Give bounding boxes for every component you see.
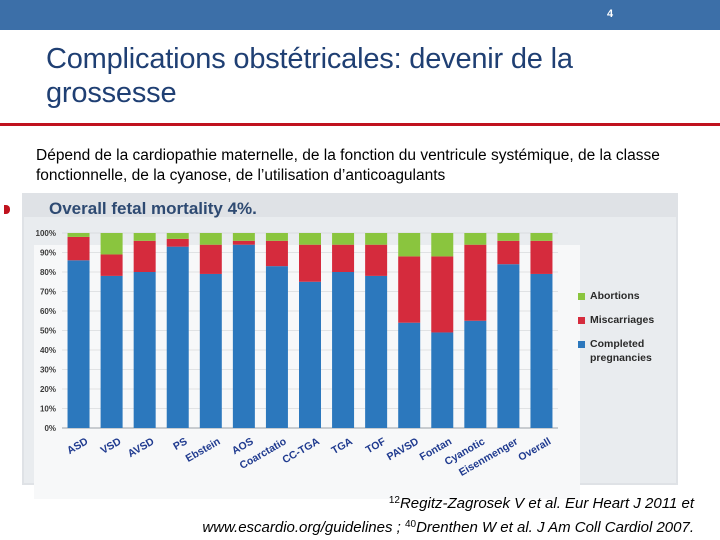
bar-segment [100,275,123,428]
x-category-label: Overall [516,435,553,463]
bar-segment [67,260,90,428]
reference-text-1: Regitz-Zagrosek V et al. Eur Heart J 201… [399,495,694,512]
bar-segment [365,244,388,276]
bar-segment [431,256,454,333]
bar-segment [530,273,553,428]
bar-segment [67,236,90,261]
y-tick-label: 70% [40,288,56,297]
bar-segment [232,233,255,241]
bullet-marker [4,205,10,214]
y-tick-label: 50% [40,327,56,336]
bar-segment [431,233,454,257]
bar-segment [530,233,553,241]
bar-segment [100,233,123,255]
x-category-label: CC-TGA [280,435,322,466]
bar-segment [464,320,487,428]
reference-superscript-1: 12 [388,495,400,506]
y-tick-label: 90% [40,249,56,258]
bar-segment [299,233,321,245]
bar-segment [199,233,222,245]
bar-segment [265,233,288,241]
title-divider [0,123,720,126]
y-tick-label: 30% [40,366,56,375]
y-tick-label: 80% [40,268,56,277]
y-tick-label: 20% [40,385,56,394]
bar-segment [398,322,421,428]
y-tick-label: 60% [40,307,56,316]
x-category-label: VSD [99,435,124,456]
bar-segment [166,238,189,247]
bar-segment [365,233,388,245]
y-tick-label: 0% [44,424,56,433]
reference-superscript-2: 40 [404,519,417,530]
x-category-label: Ebstein [184,435,223,464]
bar-segment [530,240,553,274]
x-category-label: AVSD [126,435,157,460]
legend-label: Completed pregnancies [590,338,652,364]
y-tick-label: 100% [36,229,56,238]
bar-segment [464,233,487,245]
bar-segment [100,254,123,276]
bar-segment [67,233,90,237]
top-bar: 4 [0,0,720,30]
chart-title: Overall fetal mortality 4%. [49,199,257,218]
x-category-label: TGA [330,435,356,457]
bar-segment [332,233,355,245]
y-tick-label: 10% [40,405,56,414]
reference-citation: 12Regitz-Zagrosek V et al. Eur Heart J 2… [100,490,694,538]
bar-segment [332,244,355,272]
legend-swatch [578,317,585,324]
legend-swatch [578,341,585,348]
bar-segment [232,244,255,428]
bar-segment [133,240,156,272]
bar-segment [464,244,487,321]
bar-segment [398,256,421,323]
bar-segment [232,240,255,245]
legend-swatch [578,293,585,300]
bar-segment [398,233,421,257]
slide-body-text: Dépend de la cardiopathie maternelle, de… [36,147,660,184]
bar-segment [497,233,520,241]
legend-label: Miscarriages [590,314,655,326]
reference-text-3: Drenthen W et al. J Am Coll Cardiol 2007… [416,519,694,536]
bar-segment [133,272,156,428]
bar-segment [133,233,156,241]
bar-segment [299,281,321,428]
bar-segment [431,332,454,428]
slide-title: Complications obstétricales: devenir de … [46,43,573,109]
legend-item: Completed pregnancies [578,337,676,365]
reference-text-2: www.escardio.org/guidelines ; [202,519,405,536]
bar-segment [265,240,288,267]
bar-segment [497,240,520,265]
legend-item: Abortions [578,289,676,303]
x-category-label: ASD [65,435,91,457]
y-tick-label: 40% [40,346,56,355]
slide-number: 4 [606,8,614,20]
x-category-label: PAVSD [385,435,421,463]
x-category-label: PS [171,435,189,452]
bar-segment [199,244,222,274]
bar-segment [332,272,355,428]
bar-segment [299,244,321,282]
bar-segment [497,264,520,428]
legend-label: Abortions [590,290,640,302]
bar-segment [166,246,189,428]
legend-item: Miscarriages [578,313,676,327]
bar-segment [265,266,288,428]
bar-segment [199,273,222,428]
chart-legend: Abortions Miscarriages Completed pregnanci… [578,289,676,375]
bar-segment [166,233,189,239]
bar-segment [365,275,388,428]
